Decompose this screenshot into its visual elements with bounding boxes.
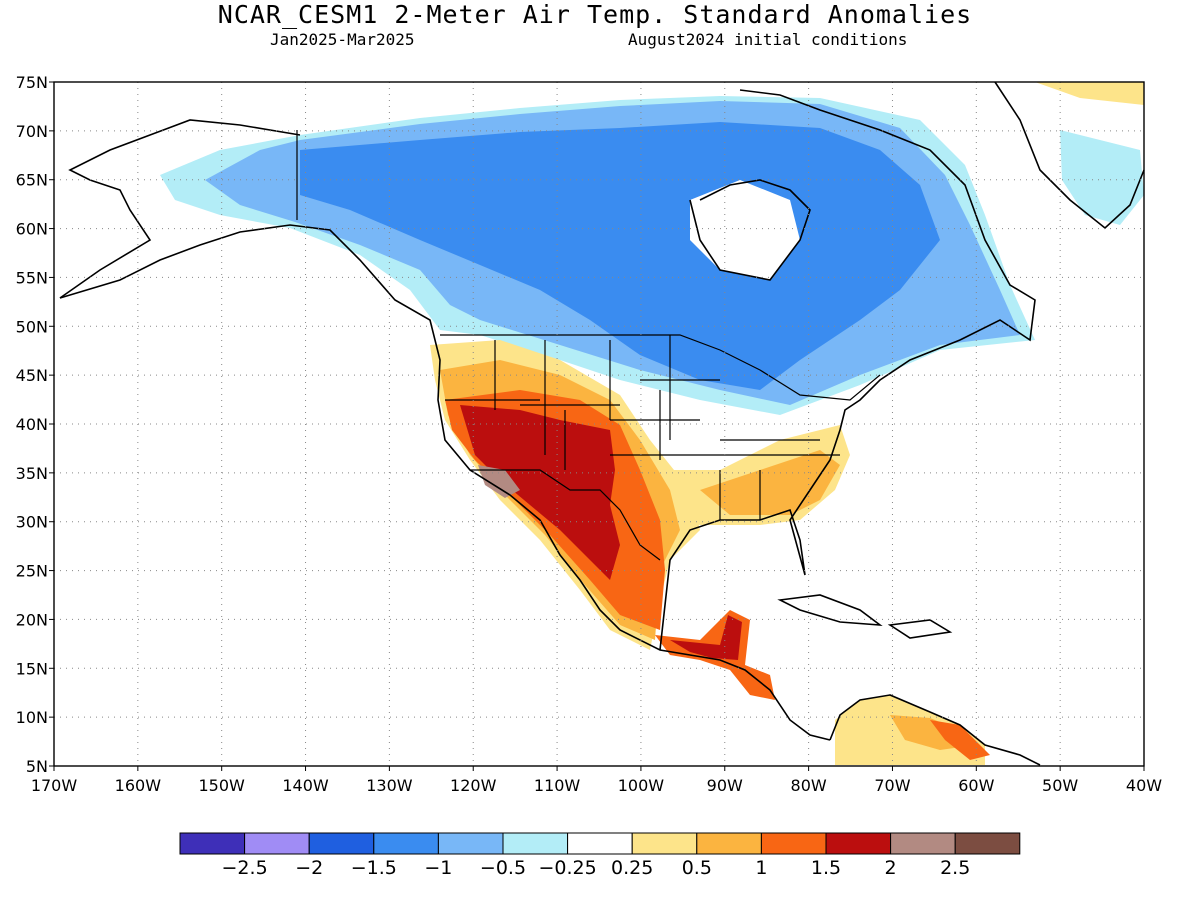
latitude-label: 70N [16,122,48,141]
political-borders [296,130,881,561]
colorbar-swatch [437,832,504,855]
colorbar-label: 1 [755,857,767,879]
longitude-label: 160W [115,776,162,795]
hudson-bay-coast [689,179,811,281]
longitude-labels: 170W 160W 150W 140W 130W 120W 110W 100W 90W 80W 70… [31,766,1162,795]
hudson-bay-neutral [690,180,800,280]
latitude-label: 25N [16,562,48,581]
forecast-period: Jan2025-Mar2025 [270,30,415,49]
greenland-coast [994,81,1145,230]
southwest-us-hot-core [460,405,620,580]
colorbar-swatch [373,832,439,855]
colorbar-label: 1.5 [811,857,841,879]
longitude-label: 70W [874,776,910,795]
south-america-coast [829,694,1041,766]
latitude-labels: 5N 10N 15N 20N 25N 30N 35N 40N 45N 50N 55N 60N 65N 70… [16,73,54,776]
colorbar-label: 0.5 [682,857,712,879]
longitude-label: 90W [707,776,743,795]
colorbar: −2.5 −2 −1.5 −1 −0.5 −0.25 0.25 0.5 1 1.5 2 2.5 [179,832,1021,879]
map-title: NCAR_CESM1 2-Meter Air Temp. Standard An… [217,0,973,29]
central-america-hot [670,615,742,660]
us-mexico-border [470,469,661,561]
colorbar-label: 2 [885,857,897,879]
colorbar-label: −1.5 [351,857,397,879]
cuba-coast [777,594,883,627]
longitude-label: 80W [791,776,827,795]
longitude-label: 50W [1042,776,1078,795]
lat-lon-grid [54,82,1144,766]
latitude-label: 15N [16,659,48,678]
longitude-label: 150W [199,776,246,795]
longitude-label: 170W [31,776,78,795]
canada-dark-blue-region [300,122,940,390]
alaska-coast [59,119,301,299]
colorbar-swatch [760,832,827,855]
latitude-label: 45N [16,366,48,385]
colorbar-swatch [890,832,956,855]
latitude-label: 35N [16,464,48,483]
canada-us-border [440,334,881,401]
latitude-label: 50N [16,317,48,336]
longitude-label: 100W [618,776,665,795]
latitude-label: 20N [16,610,48,629]
colorbar-label: −1 [424,857,452,879]
initial-conditions: August2024 initial conditions [628,30,908,49]
latitude-label: 5N [26,757,48,776]
colorbar-label: −0.5 [480,857,526,879]
colorbar-swatch [244,832,310,855]
latitude-label: 60N [16,220,48,239]
latitude-label: 65N [16,171,48,190]
hispaniola-coast [887,619,953,639]
colorbar-label: −2.5 [222,857,268,879]
longitude-label: 60W [958,776,994,795]
latitude-label: 10N [16,708,48,727]
colorbar-swatch [179,832,246,855]
colorbar-label: −2 [295,857,323,879]
longitude-label: 110W [534,776,581,795]
greenland-warm-patch [1035,82,1144,105]
south-america-warm [930,720,990,760]
latitude-label: 40N [16,415,48,434]
colorbar-label: 0.25 [611,857,653,879]
colorbar-swatch [631,832,698,855]
latitude-label: 75N [16,73,48,92]
southwest-extreme-patch [478,465,520,498]
us-state-lines [445,335,840,520]
colorbar-swatch [502,832,569,855]
colorbar-swatch [308,832,375,855]
latitude-label: 30N [16,513,48,532]
longitude-label: 140W [282,776,329,795]
latitude-label: 55N [16,268,48,287]
anomaly-fills [160,82,1144,765]
colorbar-swatch [825,832,892,855]
colorbar-swatch [696,832,762,855]
longitude-label: 120W [450,776,497,795]
colorbar-label: 2.5 [940,857,970,879]
colorbar-swatch [954,832,1021,855]
greenland-cool-region [1060,130,1144,225]
longitude-label: 40W [1126,776,1162,795]
colorbar-label: −0.25 [538,857,596,879]
longitude-label: 130W [366,776,413,795]
colorbar-swatch [567,832,633,855]
